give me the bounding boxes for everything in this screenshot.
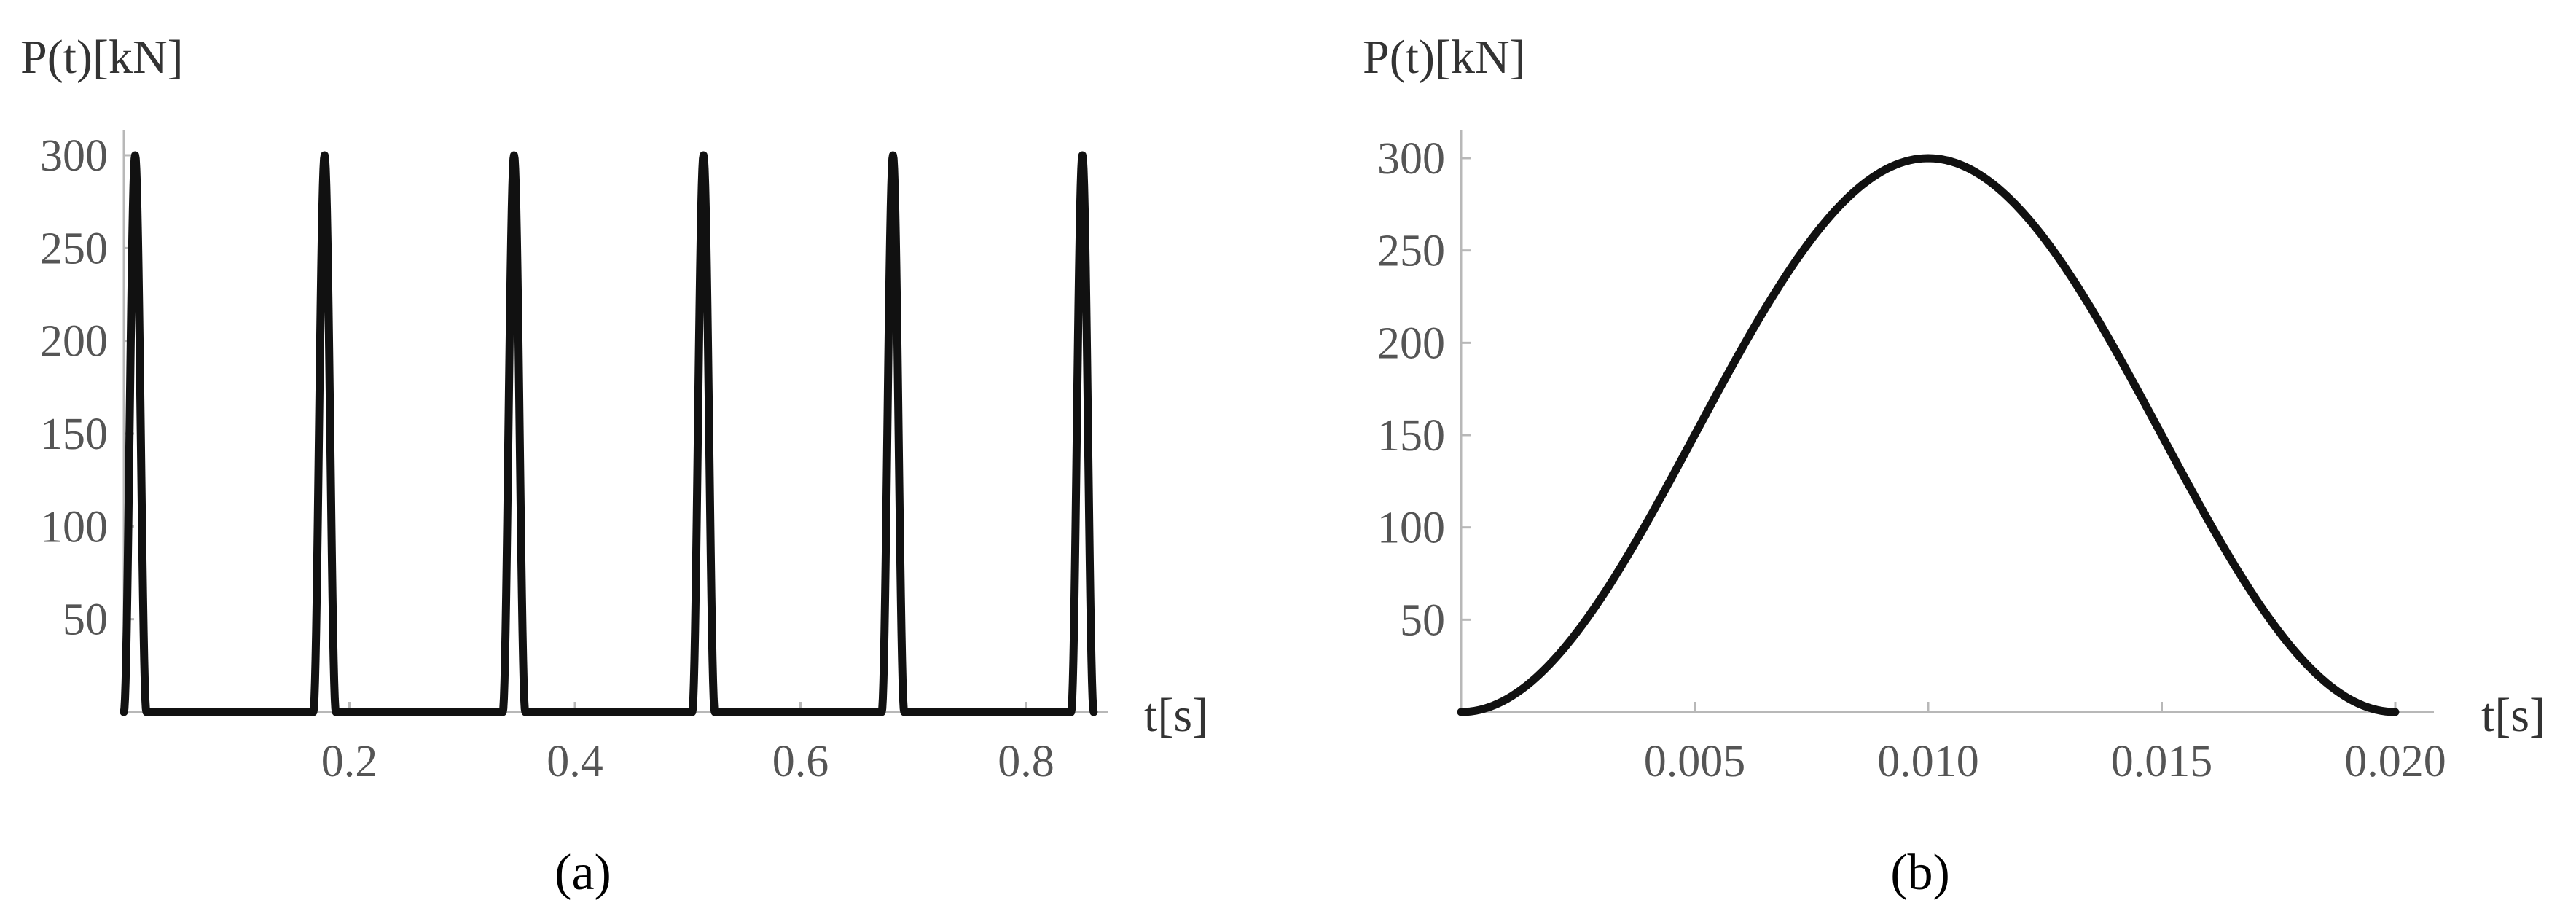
panel-a-x-axis-label: t[s] <box>1144 689 1208 742</box>
panel-b-y-tick-label: 150 <box>1377 411 1445 461</box>
panel-b-x-tick-label: 0.005 <box>1644 737 1746 786</box>
panel-b-x-tick-label: 0.015 <box>2111 737 2213 786</box>
panel-b-series-line <box>1457 154 2400 716</box>
panel-a-y-tick-label: 100 <box>40 502 108 552</box>
panel-b-y-tick-label: 300 <box>1377 134 1445 184</box>
panel-a-y-tick-label: 250 <box>40 224 108 273</box>
panel-b-y-tick-label: 100 <box>1377 504 1445 553</box>
panel-a-y-tick-label: 200 <box>40 317 108 367</box>
panel-a-x-ticks: 0.2 0.4 0.6 0.8 <box>321 702 1054 786</box>
panel-a-x-tick-label: 0.6 <box>772 737 829 786</box>
panel-a-label: (a) <box>555 845 611 901</box>
panel-b-y-tick-label: 50 <box>1400 595 1445 645</box>
panel-b-x-axis-label: t[s] <box>2481 689 2545 742</box>
panel-a-y-tick-label: 50 <box>63 595 108 645</box>
panel-b-y-tick-label: 250 <box>1377 227 1445 276</box>
panel-b: 50 100 150 200 250 300 0.005 0.010 0.015 0.020 P… <box>1363 31 2545 901</box>
panel-a-y-axis-label: P(t)[kN] <box>20 31 184 84</box>
panel-a-x-tick-label: 0.4 <box>547 737 603 786</box>
panel-a-y-tick-label: 150 <box>40 410 108 459</box>
panel-b-x-tick-label: 0.010 <box>1877 737 1979 786</box>
panel-a-x-tick-label: 0.8 <box>998 737 1054 786</box>
panel-b-label: (b) <box>1890 845 1950 901</box>
panel-b-y-ticks: 50 100 150 200 250 300 <box>1377 134 1471 645</box>
panel-b-y-axis-label: P(t)[kN] <box>1363 31 1526 84</box>
panel-a-x-tick-label: 0.2 <box>321 737 378 786</box>
panel-a-series-line <box>120 151 1098 716</box>
panel-b-x-ticks: 0.005 0.010 0.015 0.020 <box>1644 702 2446 786</box>
panel-b-x-tick-label: 0.020 <box>2344 737 2446 786</box>
panel-a-y-ticks: 50 100 150 200 250 300 <box>40 131 134 645</box>
panel-a-y-tick-label: 300 <box>40 131 108 181</box>
panel-b-y-tick-label: 200 <box>1377 318 1445 368</box>
